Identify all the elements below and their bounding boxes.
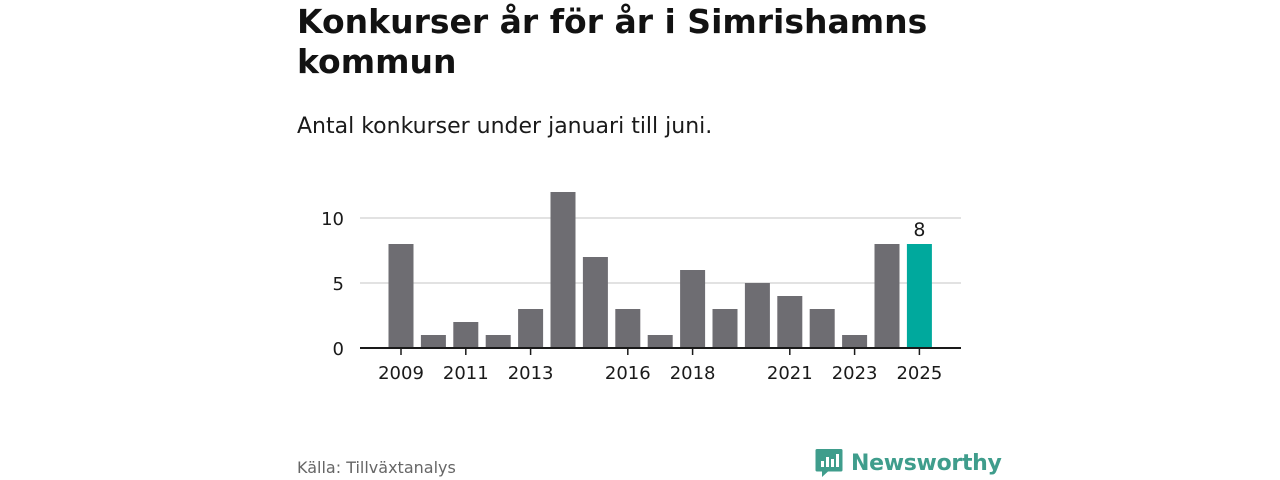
data-label-2025: 8 [913, 219, 925, 241]
bar-2010 [420, 335, 446, 348]
x-tick-label: 2016 [605, 363, 651, 384]
x-tick-label: 2021 [767, 363, 813, 384]
bar-2018 [680, 270, 706, 348]
labels: 0 5 10 2009 2011 2013 2016 2018 2021 2023 8 2025 [321, 209, 942, 384]
y-tick-label: 0 [333, 339, 344, 360]
x-tick-label: 2018 [670, 363, 716, 384]
bar-2015 [582, 257, 608, 348]
x-tick-label: 2009 [378, 363, 424, 384]
bar-2019 [712, 309, 738, 348]
brand-name: Newsworthy [851, 450, 1002, 476]
y-tick-label: 5 [333, 274, 344, 295]
x-tick-label: 2013 [508, 363, 554, 384]
x-tick-label: 2023 [832, 363, 878, 384]
axes [360, 347, 961, 355]
bar-2009 [388, 244, 414, 348]
bar-2014 [550, 192, 576, 348]
bar-2017 [647, 335, 673, 348]
bar-2022 [809, 309, 835, 348]
x-tick-label: 2011 [443, 363, 489, 384]
newsworthy-logo-icon [815, 449, 843, 477]
bar-2011 [453, 322, 479, 348]
bar-2016 [615, 309, 641, 348]
y-tick-label: 10 [321, 209, 344, 230]
bar-2024 [874, 244, 900, 348]
x-tick-label: 2025 [896, 363, 942, 384]
bar-2013 [518, 309, 544, 348]
bar-2012 [485, 335, 511, 348]
bar-2021 [777, 296, 803, 348]
bar-2023 [842, 335, 868, 348]
bar-2025 [906, 244, 932, 348]
chart-subtitle: Antal konkurser under januari till juni. [297, 114, 713, 139]
bar-2020 [744, 283, 770, 348]
gridlines [360, 217, 961, 284]
bars [388, 192, 932, 348]
brand-logo[interactable]: Newsworthy [815, 446, 1002, 480]
chart-title: Konkurser år för år i Simrishamns kommun [297, 2, 928, 81]
source-note: Källa: Tillväxtanalys [297, 458, 456, 477]
